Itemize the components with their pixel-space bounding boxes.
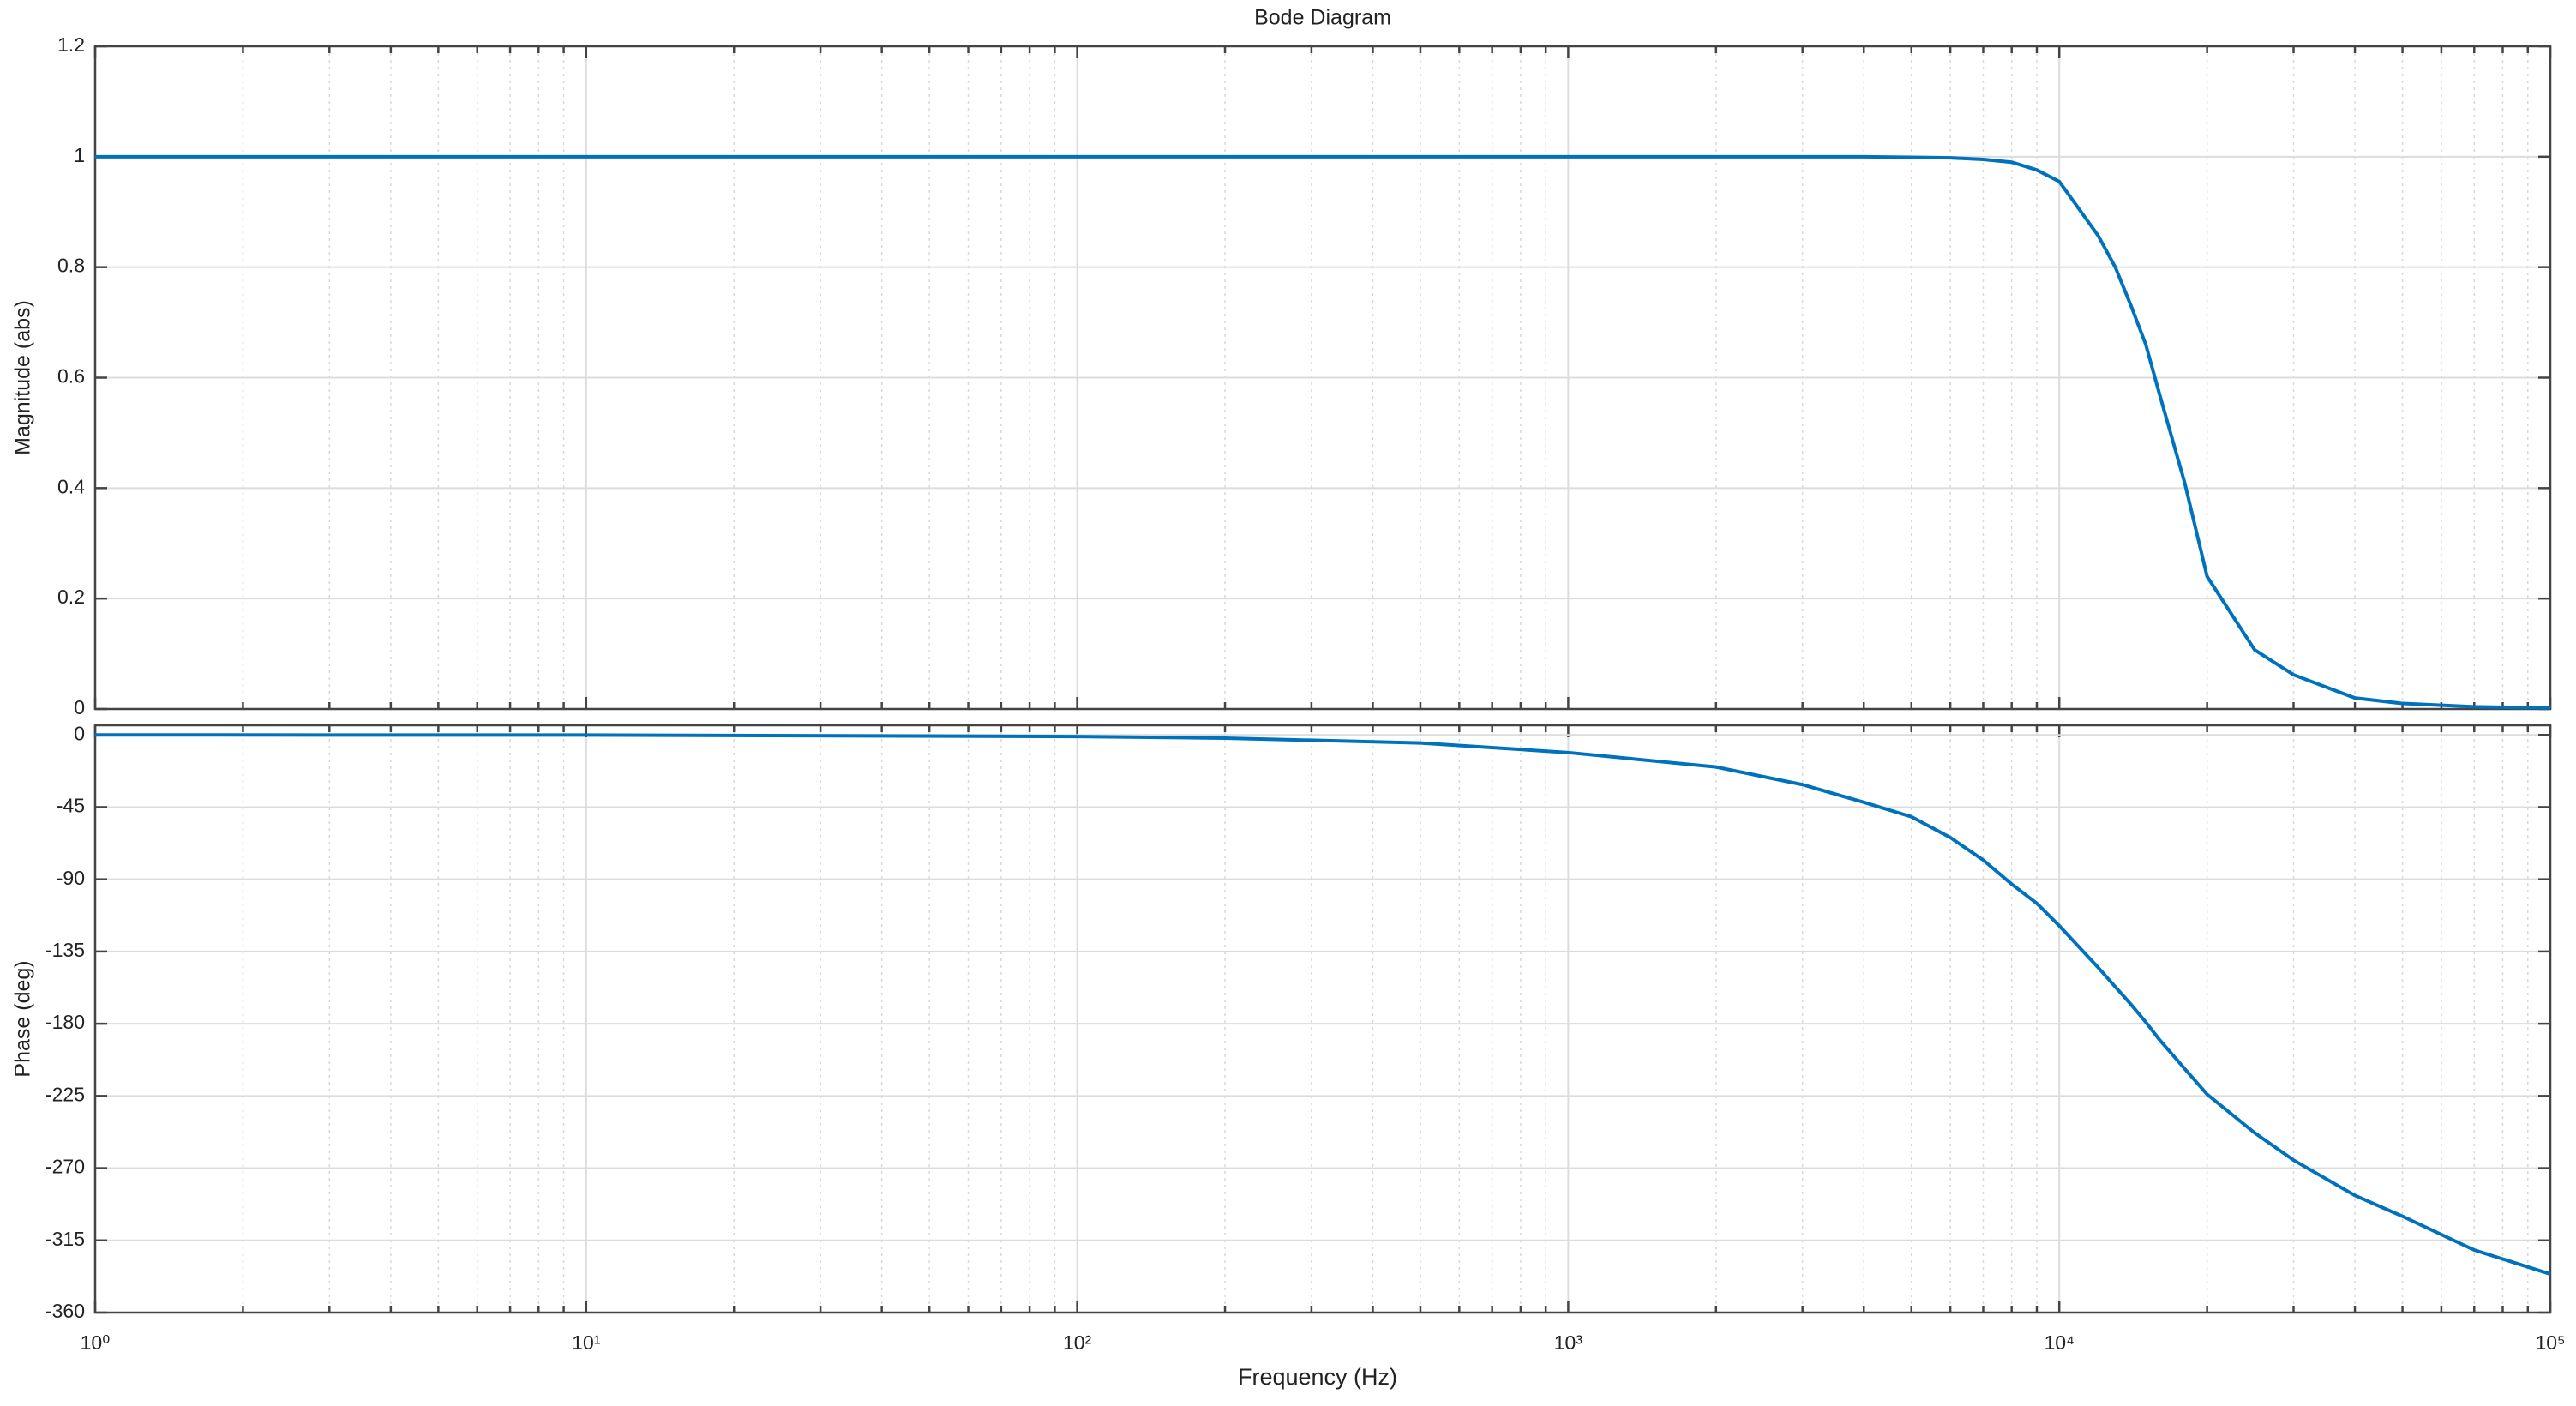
y-tick-label: 1 [74, 144, 85, 166]
y-axis-label: Phase (deg) [11, 960, 35, 1077]
y-tick-label: -360 [45, 1300, 85, 1322]
y-tick-label: 0.6 [57, 365, 85, 388]
y-tick-label: -45 [57, 795, 85, 817]
y-tick-label: 0.4 [57, 475, 85, 497]
y-axis-label: Magnitude (abs) [11, 300, 35, 455]
x-tick-label: 10⁵ [2535, 1331, 2565, 1354]
y-tick-label: -270 [45, 1156, 85, 1178]
y-tick-label: 0 [74, 696, 85, 718]
plot-frame [93, 45, 2552, 711]
y-tick-label: -315 [45, 1228, 85, 1250]
y-tick-label: -135 [45, 939, 85, 961]
x-tick-label: 10³ [1554, 1331, 1583, 1354]
y-tick-label: -180 [45, 1011, 85, 1033]
x-axis-label: Frequency (Hz) [1238, 1364, 1397, 1390]
y-tick-label: -90 [57, 867, 85, 889]
x-tick-label: 10¹ [572, 1331, 601, 1354]
line-series [95, 154, 2551, 710]
line-series [94, 733, 2551, 1276]
y-tick-label: 0 [74, 722, 85, 744]
x-tick-label: 10² [1063, 1331, 1092, 1354]
y-tick-label: 0.2 [57, 586, 85, 608]
y-tick-label: 1.2 [57, 33, 85, 56]
chart-title: Bode Diagram [1254, 6, 1391, 30]
y-tick-label: 0.8 [57, 255, 85, 277]
x-tick-label: 10⁴ [2044, 1331, 2074, 1354]
plot-frame [93, 724, 2552, 1314]
x-tick-label: 10⁰ [81, 1331, 111, 1354]
y-tick-label: -225 [45, 1083, 85, 1105]
